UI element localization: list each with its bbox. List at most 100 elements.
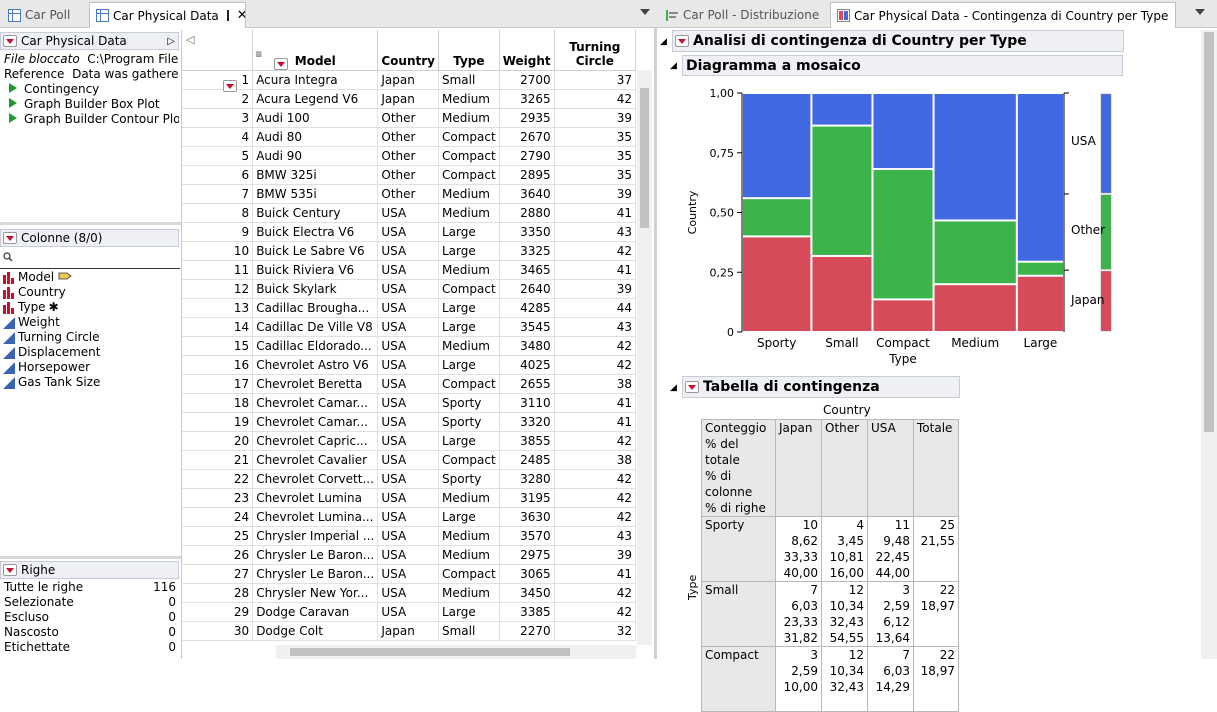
column-item[interactable]: Gas Tank Size: [0, 375, 180, 390]
contingency-outline-header[interactable]: Tabella di contingenza: [682, 376, 960, 398]
grid-cell[interactable]: 41: [554, 260, 637, 280]
grid-cell[interactable]: Sporty: [438, 412, 500, 432]
grid-cell[interactable]: 43: [554, 526, 637, 546]
table-row[interactable]: 12 Buick Skylark USA Compact 2640 39: [182, 279, 637, 299]
grid-cell[interactable]: Chevrolet Astro V6: [252, 355, 379, 375]
grid-cell[interactable]: 41: [554, 203, 637, 223]
row-number[interactable]: 11: [182, 260, 254, 280]
grid-cell[interactable]: 35: [554, 127, 637, 147]
column-item[interactable]: Type ✱: [0, 300, 180, 315]
red-triangle-menu-icon[interactable]: [675, 35, 689, 47]
grid-cell[interactable]: 2700: [499, 70, 555, 90]
row-number[interactable]: 19: [182, 412, 254, 432]
grid-cell[interactable]: 3280: [499, 469, 555, 489]
grid-cell[interactable]: USA: [377, 336, 439, 356]
table-row[interactable]: 13 Cadillac Brougha... USA Large 4285 44: [182, 298, 637, 318]
row-number[interactable]: 16: [182, 355, 254, 375]
column-item[interactable]: Horsepower: [0, 360, 180, 375]
grid-cell[interactable]: USA: [377, 583, 439, 603]
grid-cell[interactable]: Medium: [438, 108, 500, 128]
grid-cell[interactable]: 43: [554, 222, 637, 242]
report-outline-header[interactable]: Analisi di contingenza di Country per Ty…: [672, 30, 1124, 52]
panel-divider[interactable]: [0, 556, 181, 559]
row-number[interactable]: 28: [182, 583, 254, 603]
grid-cell[interactable]: Chevrolet Lumina...: [252, 507, 379, 527]
grid-cell[interactable]: 32: [554, 621, 637, 641]
grid-cell[interactable]: 3855: [499, 431, 555, 451]
grid-cell[interactable]: 38: [554, 450, 637, 470]
grid-cell[interactable]: 42: [554, 507, 637, 527]
grid-cell[interactable]: Chevrolet Beretta: [252, 374, 379, 394]
row-number[interactable]: 7: [182, 184, 254, 204]
column-item[interactable]: Model: [0, 270, 180, 285]
grid-cell[interactable]: 4285: [499, 298, 555, 318]
grid-cell[interactable]: Chevrolet Capric...: [252, 431, 379, 451]
tab-car-poll[interactable]: Car Poll: [2, 2, 88, 28]
grid-cell[interactable]: Sporty: [438, 469, 500, 489]
grid-cell[interactable]: Chrysler Le Baron...: [252, 545, 379, 565]
grid-cell[interactable]: Chevrolet Lumina: [252, 488, 379, 508]
row-number[interactable]: 9: [182, 222, 254, 242]
grid-cell[interactable]: Compact: [438, 146, 500, 166]
row-number[interactable]: 17: [182, 374, 254, 394]
maximize-icon[interactable]: [226, 10, 229, 21]
grid-cell[interactable]: 4025: [499, 355, 555, 375]
grid-cell[interactable]: Medium: [438, 89, 500, 109]
table-row[interactable]: 5 Audi 90 Other Compact 2790 35: [182, 146, 637, 166]
grid-cell[interactable]: USA: [377, 412, 439, 432]
grid-cell[interactable]: Large: [438, 507, 500, 527]
collapse-icon[interactable]: ▷: [167, 35, 175, 47]
grid-cell[interactable]: 3350: [499, 222, 555, 242]
mosaic-cell-usa-medium[interactable]: [934, 94, 1016, 220]
table-row[interactable]: 29 Dodge Caravan USA Large 3385 42: [182, 602, 637, 622]
col-header-country[interactable]: Country: [377, 30, 439, 71]
grid-cell[interactable]: 35: [554, 146, 637, 166]
grid-cell[interactable]: Japan: [377, 89, 439, 109]
grid-cell[interactable]: BMW 535i: [252, 184, 379, 204]
grid-cell[interactable]: 3570: [499, 526, 555, 546]
table-row[interactable]: 17 Chevrolet Beretta USA Compact 2655 38: [182, 374, 637, 394]
grid-cell[interactable]: Chevrolet Corvett...: [252, 469, 379, 489]
select-all-icon[interactable]: ◁: [186, 33, 195, 46]
grid-cell[interactable]: Small: [438, 70, 500, 90]
table-row[interactable]: 21 Chevrolet Cavalier USA Compact 2485 38: [182, 450, 637, 470]
table-row[interactable]: 1 Acura Integra Japan Small 2700 37: [182, 70, 637, 90]
grid-cell[interactable]: 42: [554, 488, 637, 508]
grid-cell[interactable]: Chrysler Imperial ...: [252, 526, 379, 546]
table-row[interactable]: 25 Chrysler Imperial ... USA Medium 3570 43: [182, 526, 637, 546]
grid-cell[interactable]: 3630: [499, 507, 555, 527]
table-row[interactable]: 3 Audi 100 Other Medium 2935 39: [182, 108, 637, 128]
disclosure-icon[interactable]: ◢: [670, 383, 677, 393]
row-number[interactable]: 26: [182, 545, 254, 565]
grid-cell[interactable]: Medium: [438, 488, 500, 508]
grid-cell[interactable]: Compact: [438, 279, 500, 299]
grid-cell[interactable]: USA: [377, 260, 439, 280]
grid-cell[interactable]: Cadillac Eldorado...: [252, 336, 379, 356]
grid-cell[interactable]: 39: [554, 279, 637, 299]
grid-cell[interactable]: Large: [438, 355, 500, 375]
table-row[interactable]: 20 Chevrolet Capric... USA Large 3855 42: [182, 431, 637, 451]
grid-cell[interactable]: Other: [377, 146, 439, 166]
grid-cell[interactable]: 41: [554, 412, 637, 432]
grid-cell[interactable]: USA: [377, 507, 439, 527]
grid-cell[interactable]: 3480: [499, 336, 555, 356]
grid-cell[interactable]: 42: [554, 241, 637, 261]
grid-cell[interactable]: USA: [377, 545, 439, 565]
grid-cell[interactable]: 44: [554, 298, 637, 318]
grid-cell[interactable]: Chevrolet Cavalier: [252, 450, 379, 470]
grid-cell[interactable]: 3320: [499, 412, 555, 432]
grid-cell[interactable]: Audi 100: [252, 108, 379, 128]
grid-cell[interactable]: 3110: [499, 393, 555, 413]
grid-cell[interactable]: 3065: [499, 564, 555, 584]
mosaic-cell-other-medium[interactable]: [934, 221, 1016, 284]
scroll-thumb[interactable]: [290, 648, 570, 656]
red-triangle-menu-icon[interactable]: [274, 58, 288, 70]
grid-cell[interactable]: USA: [377, 317, 439, 337]
grid-cell[interactable]: 42: [554, 431, 637, 451]
table-row[interactable]: 2 Acura Legend V6 Japan Medium 3265 42: [182, 89, 637, 109]
scroll-thumb[interactable]: [1204, 32, 1214, 432]
grid-cell[interactable]: Buick Le Sabre V6: [252, 241, 379, 261]
row-number[interactable]: 18: [182, 393, 254, 413]
table-row[interactable]: 27 Chrysler Le Baron... USA Compact 3065 41: [182, 564, 637, 584]
row-number[interactable]: 12: [182, 279, 254, 299]
